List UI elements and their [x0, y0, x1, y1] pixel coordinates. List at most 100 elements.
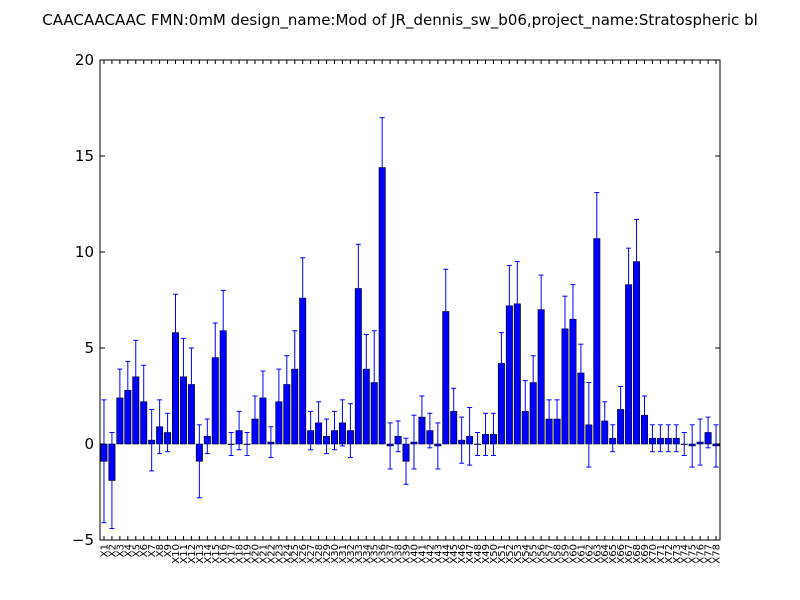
error-bar-X23: [276, 368, 282, 435]
error-bar-X43: [435, 422, 441, 470]
error-bar-X78: [713, 424, 719, 468]
y-tick-label: 15: [75, 147, 94, 165]
error-bar-X16: [220, 289, 226, 372]
x-tick-label: X14: [203, 544, 214, 564]
x-tick-label: X78: [712, 544, 723, 564]
error-bar-X28: [316, 401, 322, 445]
error-bar-X60: [570, 284, 576, 355]
x-tick-label: X74: [680, 544, 691, 564]
error-bar-X24: [284, 355, 290, 414]
x-tick-label: X47: [465, 544, 476, 564]
x-tick-label: X40: [409, 544, 420, 564]
error-bar-X66: [618, 385, 624, 433]
error-bar-X54: [522, 380, 528, 443]
x-tick-label: X51: [497, 544, 508, 564]
x-tick-label: X12: [187, 544, 198, 564]
x-tick-label: X42: [425, 544, 436, 564]
error-bar-X59: [562, 295, 568, 362]
error-bar-X65: [610, 424, 616, 453]
x-tick-label: X54: [521, 544, 532, 564]
x-tick-label: X13: [195, 544, 206, 564]
x-tick-label: X64: [600, 544, 611, 564]
x-tick-label: X34: [362, 544, 373, 564]
error-bar-X20: [252, 395, 258, 443]
x-tick-label: X3: [115, 544, 126, 557]
x-tick-label: X19: [243, 544, 254, 564]
error-bar-X70: [649, 424, 655, 453]
plot-frame: [99, 59, 721, 541]
x-tick-label: X70: [648, 544, 659, 564]
x-tick-label: X48: [473, 544, 484, 564]
x-tick-label: X7: [147, 544, 158, 557]
x-tick-label: X55: [529, 544, 540, 564]
x-tick-label: X65: [608, 544, 619, 564]
x-tick-label: X50: [489, 544, 500, 564]
error-bar-X49: [483, 412, 489, 457]
error-bar-X2: [109, 431, 115, 529]
error-bar-X69: [641, 395, 647, 435]
x-tick-label: X73: [672, 544, 683, 564]
x-tick-label: X17: [227, 544, 238, 564]
x-tick-label: X15: [211, 544, 222, 564]
x-tick-label: X63: [592, 544, 603, 564]
error-bar-X32: [347, 403, 353, 458]
error-bar-X35: [371, 330, 377, 435]
error-bar-X4: [125, 360, 131, 420]
x-tick-label: X41: [417, 544, 428, 564]
x-tick-label: X66: [616, 544, 627, 564]
error-bar-X42: [427, 412, 433, 449]
x-tick-label: X67: [624, 544, 635, 564]
x-tick-label: X49: [481, 544, 492, 564]
error-bar-X53: [514, 261, 520, 347]
error-bar-X67: [626, 247, 632, 322]
error-bar-X51: [498, 332, 504, 395]
error-bar-X64: [602, 401, 608, 441]
x-tick-label: X68: [632, 544, 643, 564]
error-bar-X33: [355, 243, 361, 334]
error-bar-X52: [506, 264, 512, 347]
error-bar-X10: [173, 293, 179, 372]
error-bar-X25: [292, 330, 298, 409]
x-tick-label: X77: [704, 544, 715, 564]
x-tick-label: X60: [568, 544, 579, 564]
error-bar-X76: [697, 418, 703, 466]
y-tick-label: 5: [84, 339, 94, 357]
x-tick-label: X32: [346, 544, 357, 564]
error-bar-X1: [101, 399, 107, 524]
y-tick-label: −5: [72, 531, 94, 549]
error-bar-X6: [141, 364, 147, 439]
x-tick-label: X76: [696, 544, 707, 564]
x-tick-label: X29: [322, 544, 333, 564]
x-tick-label: X53: [513, 544, 524, 564]
error-bar-X30: [331, 410, 337, 451]
error-bar-X41: [419, 395, 425, 439]
x-tick-label: X25: [290, 544, 301, 564]
error-bar-X57: [546, 399, 552, 439]
error-bar-X22: [268, 426, 274, 458]
error-bar-X13: [196, 424, 202, 499]
x-tick-label: X30: [330, 544, 341, 564]
error-bar-X17: [228, 431, 234, 457]
error-bar-X11: [180, 337, 186, 416]
error-bar-X39: [403, 437, 409, 485]
error-bar-X75: [689, 424, 695, 468]
x-tick-label: X26: [298, 544, 309, 564]
x-tick-label: X58: [553, 544, 564, 564]
error-bar-X31: [339, 399, 345, 447]
error-bar-X36: [379, 117, 385, 218]
error-bar-X38: [395, 420, 401, 453]
error-bar-X55: [530, 355, 536, 410]
error-bar-X27: [308, 410, 314, 451]
error-bar-X14: [204, 418, 210, 455]
x-tick-label: X72: [664, 544, 675, 564]
error-bar-X77: [705, 416, 711, 449]
error-bar-X21: [260, 370, 266, 426]
x-tick-label: X37: [386, 544, 397, 564]
x-tick-label: X56: [537, 544, 548, 564]
x-tick-label: X27: [306, 544, 317, 564]
x-tick-label: X69: [640, 544, 651, 564]
error-bar-X61: [578, 343, 584, 403]
x-tick-label: X9: [163, 544, 174, 557]
x-tick-label: X2: [107, 544, 118, 557]
